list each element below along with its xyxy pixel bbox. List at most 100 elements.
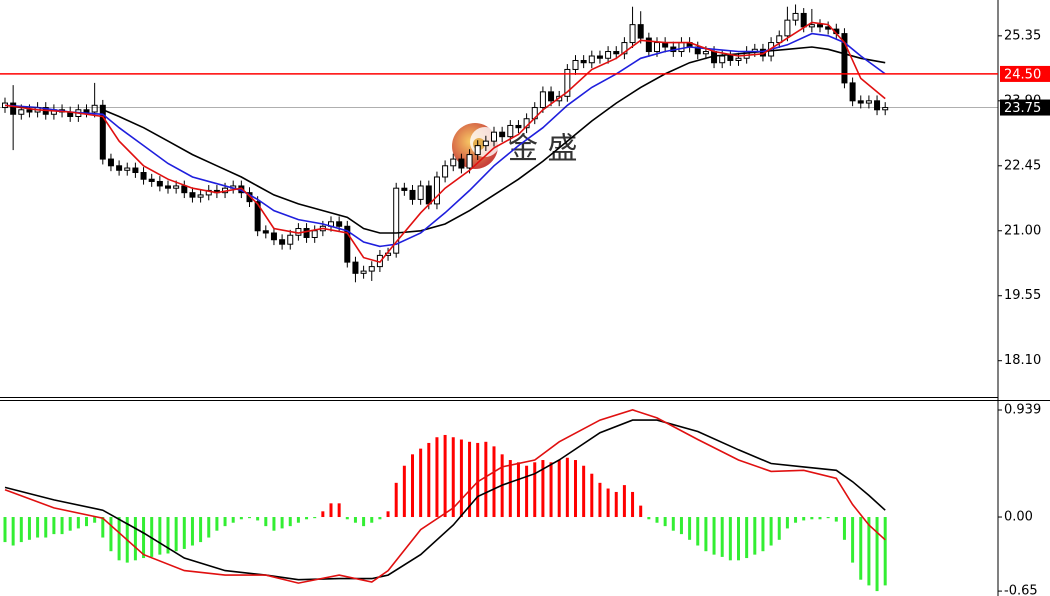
candle-body	[148, 178, 155, 182]
candle-body	[491, 131, 497, 142]
candle-body	[409, 189, 416, 200]
candle-body	[629, 24, 636, 44]
y-tick-label: 18.10	[1004, 353, 1041, 368]
histogram-bar	[574, 460, 577, 518]
histogram-bar	[761, 517, 765, 552]
candle-body	[735, 57, 742, 61]
histogram-bar	[60, 517, 64, 535]
y-tick-label: 21.00	[1004, 223, 1041, 238]
price-label: 24.50	[1004, 67, 1041, 82]
candle-body	[336, 221, 343, 227]
histogram-bar	[215, 517, 219, 531]
candle-body	[678, 42, 685, 53]
candle-body	[124, 167, 131, 171]
histogram-bar	[834, 517, 838, 522]
histogram-bar	[468, 441, 472, 518]
histogram-bar	[101, 517, 105, 538]
histogram-bar	[288, 517, 292, 527]
histogram-bar	[313, 517, 317, 519]
histogram-bar	[459, 439, 463, 518]
candle-body	[580, 59, 587, 64]
candle-body	[572, 59, 579, 70]
candle-body	[368, 266, 375, 272]
candle-body	[140, 172, 147, 180]
indicator-line	[4, 32, 886, 248]
histogram-bar	[737, 517, 740, 561]
histogram-bar	[712, 517, 716, 555]
histogram-bar	[451, 437, 455, 518]
histogram-bar	[598, 482, 602, 518]
candle-body	[637, 24, 644, 39]
histogram-bar	[867, 517, 871, 586]
histogram-bar	[549, 462, 553, 518]
histogram-bar	[492, 446, 496, 518]
candle-body	[425, 185, 432, 205]
histogram-bar	[671, 517, 675, 531]
y-tick-label: 0.00	[1004, 510, 1033, 525]
candle-body	[83, 109, 90, 113]
histogram-bar	[525, 465, 529, 518]
histogram-bar	[728, 517, 732, 561]
histogram-bar	[622, 485, 626, 518]
histogram-bar	[818, 517, 822, 520]
histogram-bar	[720, 517, 724, 557]
candle-body	[433, 176, 440, 205]
candle-body	[784, 19, 791, 37]
histogram-bar	[182, 517, 186, 549]
histogram-bar	[109, 517, 113, 552]
histogram-bar	[533, 462, 537, 518]
candle-body	[621, 42, 628, 55]
candle-body	[270, 232, 277, 241]
histogram-bar	[386, 511, 390, 518]
candle-body	[865, 100, 872, 104]
histogram-bar	[199, 517, 203, 543]
histogram-bar	[27, 517, 31, 540]
candle-body	[702, 51, 709, 55]
histogram-bar	[150, 517, 154, 557]
candle-body	[564, 68, 571, 97]
candle-body	[474, 145, 481, 156]
histogram-bar	[435, 437, 439, 518]
price-label: 23.75	[1004, 101, 1041, 116]
histogram-bar	[647, 517, 651, 520]
histogram-bar	[345, 517, 349, 520]
candle-body	[116, 165, 123, 171]
histogram-bar	[557, 460, 561, 518]
candle-body	[156, 180, 163, 187]
histogram-bar	[826, 517, 830, 519]
histogram-bar	[231, 517, 235, 523]
histogram-bar	[655, 517, 659, 523]
candle-body	[165, 185, 171, 189]
candle-body	[393, 187, 400, 254]
candle-body	[107, 158, 114, 167]
histogram-bar	[44, 517, 48, 538]
candle-body	[605, 51, 612, 59]
histogram-bar	[631, 491, 635, 518]
candle-body	[857, 100, 864, 104]
histogram-bar	[639, 505, 643, 518]
candle-body	[360, 270, 367, 274]
candle-body	[613, 51, 620, 55]
histogram-bar	[565, 457, 569, 518]
indicator-line	[4, 409, 886, 584]
candle-body	[499, 131, 506, 138]
histogram-bar	[321, 511, 325, 518]
histogram-bar	[802, 517, 806, 521]
histogram-bar	[753, 517, 757, 555]
candle-body	[181, 185, 188, 194]
histogram-bar	[541, 460, 545, 518]
histogram-bar	[166, 517, 170, 554]
candle-body	[197, 194, 204, 198]
histogram-bar	[875, 517, 879, 592]
candle-body	[654, 42, 660, 53]
histogram-bar	[305, 517, 309, 520]
histogram-bar	[679, 517, 683, 535]
candle-body	[173, 185, 180, 189]
candle-body	[10, 102, 17, 115]
histogram-bar	[859, 517, 863, 580]
candle-body	[303, 228, 310, 238]
histogram-bar	[508, 460, 512, 518]
histogram-bar	[19, 517, 23, 543]
histogram-bar	[362, 517, 366, 527]
